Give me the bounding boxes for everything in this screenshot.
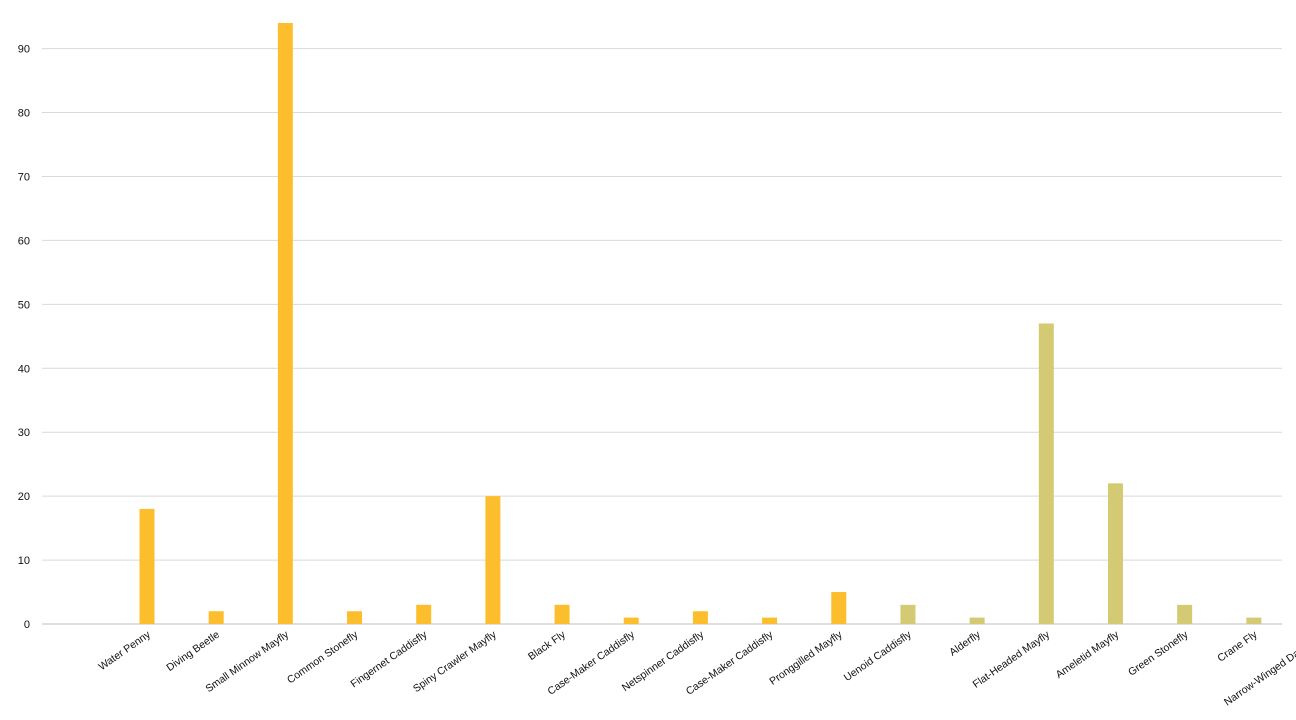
bar	[831, 592, 847, 624]
bar	[277, 23, 293, 624]
bar	[1246, 617, 1262, 624]
bar	[1177, 604, 1193, 624]
x-tick-label: Flat-Headed Mayfly	[971, 628, 1053, 690]
x-tick-label: Pronggilled Mayfly	[767, 628, 845, 687]
x-tick-label: Narrow-Winged Damselfly	[1222, 628, 1296, 708]
x-tick-label: Alderfly	[947, 628, 983, 658]
bar	[969, 617, 985, 624]
y-tick-label: 90	[18, 44, 30, 56]
x-tick-label: Green Stonefly	[1126, 628, 1191, 678]
y-tick-label: 40	[18, 363, 30, 375]
gridlines	[42, 48, 1282, 625]
y-tick-label: 20	[18, 491, 30, 503]
x-tick-label: Uenoid Caddisfly	[842, 628, 915, 684]
y-tick-label: 50	[18, 299, 30, 311]
bar	[139, 508, 155, 624]
y-tick-label: 30	[18, 427, 30, 439]
x-tick-label: Water Penny	[96, 628, 153, 673]
bar	[554, 604, 570, 624]
y-tick-label: 80	[18, 108, 30, 120]
y-tick-label: 0	[24, 619, 30, 631]
bar	[208, 611, 224, 624]
bar	[900, 604, 916, 624]
bars	[139, 23, 1262, 624]
y-tick-label: 10	[18, 555, 30, 567]
bar	[1107, 483, 1123, 624]
x-tick-label: Diving Beetle	[164, 629, 222, 674]
y-tick-label: 70	[18, 171, 30, 183]
bar	[692, 611, 708, 624]
bar	[1038, 323, 1054, 624]
y-tick-label: 60	[18, 235, 30, 247]
x-tick-label: Common Stonefly	[285, 628, 361, 686]
bar	[623, 617, 639, 624]
y-axis-ticks: 0 10 20 30 40 50 60 70 80 90	[18, 44, 30, 631]
bar	[485, 496, 501, 624]
bar	[416, 604, 432, 624]
x-tick-label: Crane Fly	[1215, 628, 1260, 664]
bar	[347, 611, 363, 624]
bar	[762, 617, 778, 624]
x-tick-label: Black Fly	[526, 628, 568, 663]
x-tick-label: Ameletid Mayfly	[1054, 628, 1122, 681]
